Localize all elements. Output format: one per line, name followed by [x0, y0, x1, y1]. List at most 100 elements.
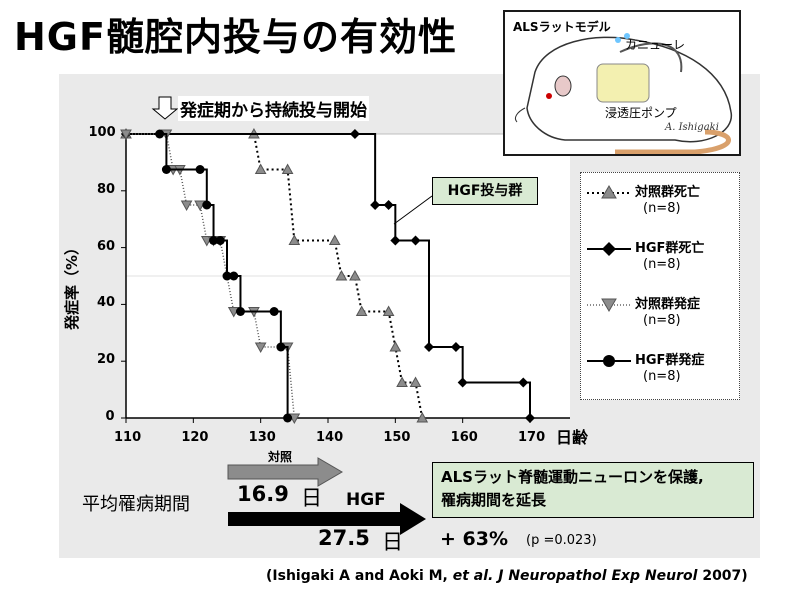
hgf-duration-unit: 日 — [382, 530, 403, 554]
cannula-label: カニューレ — [625, 38, 686, 52]
data-point — [396, 376, 408, 387]
effect-summary-box: ALSラット脊髄運動ニューロンを保護, 罹病期間を延長 — [432, 462, 754, 518]
y-tick-label: 40 — [97, 295, 116, 311]
data-point — [276, 342, 286, 352]
y-tick-label: 0 — [105, 409, 115, 424]
data-point — [416, 411, 429, 423]
x-tick-label: 160 — [450, 430, 478, 445]
data-point — [410, 235, 421, 246]
y-tick-label: 80 — [97, 181, 116, 197]
data-point — [215, 236, 225, 245]
rat-drawing — [514, 33, 732, 154]
data-point — [382, 305, 395, 316]
legend-marker-control-onset — [587, 298, 631, 312]
improvement-value: + 63% — [440, 528, 509, 550]
data-point — [202, 200, 212, 210]
hgf-caption: HGF — [346, 490, 386, 510]
data-point — [349, 129, 360, 139]
control-caption: 対照 — [268, 450, 293, 464]
legend-label: HGF群死亡 — [635, 241, 705, 256]
data-point — [525, 413, 535, 423]
hgf-arrow — [228, 503, 426, 535]
legend-count: (n=8) — [643, 201, 681, 216]
illustrator-signature: A. Ishigaki — [665, 122, 719, 133]
data-point — [269, 307, 279, 316]
citation: (Ishigaki A and Aoki M, et al. J Neuropa… — [266, 568, 748, 584]
chart-legend: 対照群死亡 (n=8) HGF群死亡 (n=8) 対照群発症 (n=8) HGF… — [580, 172, 740, 400]
y-tick-label: 20 — [97, 352, 116, 368]
data-point — [254, 342, 267, 354]
data-point — [254, 163, 267, 174]
legend-count: (n=8) — [643, 369, 681, 384]
data-point — [161, 165, 171, 174]
data-point — [288, 234, 301, 245]
data-point — [457, 377, 468, 388]
data-point — [222, 271, 232, 281]
control-duration-unit: 日 — [301, 486, 322, 510]
data-point — [281, 163, 294, 174]
control-arrow — [227, 457, 343, 487]
data-point — [383, 200, 394, 210]
effect-line-1: ALSラット脊髄運動ニューロンを保護, — [441, 468, 704, 486]
citation-journal: et al. J Neuropathol Exp Neurol — [452, 568, 698, 584]
data-point — [389, 340, 402, 352]
rat-model-label: ALSラットモデル — [513, 20, 611, 34]
legend-label: 対照群発症 — [635, 297, 701, 312]
hgf-group-callout: HGF投与群 — [432, 177, 538, 205]
legend-item-hgf-onset: HGF群発症 (n=8) — [581, 345, 741, 395]
series-line-hgf-death — [126, 133, 531, 418]
effect-line-2: 罹病期間を延長 — [441, 491, 547, 509]
series-hgf-onset — [155, 129, 293, 423]
x-tick-label: 140 — [316, 430, 344, 445]
legend-marker-control-death — [587, 185, 631, 199]
y-tick-label: 60 — [97, 238, 116, 254]
x-tick-label: 130 — [248, 430, 276, 445]
onset-arrow — [151, 96, 179, 120]
legend-count: (n=8) — [643, 313, 681, 328]
data-point — [450, 342, 461, 352]
data-point — [155, 129, 165, 139]
legend-item-control-death: 対照群死亡 (n=8) — [581, 177, 741, 227]
mean-duration-label: 平均罹病期間 — [82, 494, 190, 515]
data-point — [335, 269, 348, 281]
citation-year: 2007) — [697, 568, 748, 584]
data-point — [370, 200, 381, 210]
x-tick-label: 150 — [383, 430, 411, 445]
data-point — [390, 235, 401, 246]
callout-pointer — [393, 195, 433, 225]
legend-count: (n=8) — [643, 257, 681, 272]
data-point — [120, 129, 132, 141]
legend-marker-hgf-death — [587, 242, 631, 256]
rat-model-illustration: ALSラットモデル カニューレ 浸透圧ポンプ A. Ishigaki — [503, 10, 741, 156]
y-tick-label: 100 — [88, 125, 116, 140]
legend-label: 対照群死亡 — [635, 185, 701, 200]
data-point — [180, 200, 193, 212]
legend-item-hgf-death: HGF群死亡 (n=8) — [581, 233, 741, 283]
legend-item-control-onset: 対照群発症 (n=8) — [581, 289, 741, 339]
onset-start-label: 発症期から持続投与開始 — [178, 96, 369, 121]
page-title: HGF髄腔内投与の有効性 — [14, 15, 457, 59]
legend-marker-hgf-onset — [587, 355, 631, 367]
p-value: (p =0.023) — [526, 533, 597, 548]
data-point — [195, 165, 205, 174]
x-tick-label: 120 — [181, 430, 209, 445]
data-point — [355, 305, 368, 316]
data-point — [235, 307, 245, 316]
x-tick-label: 110 — [114, 430, 142, 445]
data-point — [349, 269, 361, 281]
citation-authors: (Ishigaki A and Aoki M, — [266, 568, 453, 584]
legend-label: HGF群発症 — [635, 353, 705, 368]
series-line-control-death — [126, 133, 424, 419]
x-axis-label: 日齢 — [556, 428, 589, 447]
data-point — [229, 271, 239, 281]
osmotic-pump-label: 浸透圧ポンプ — [605, 106, 677, 120]
hgf-duration-value: 27.5 — [318, 526, 370, 550]
data-point — [209, 236, 219, 245]
data-point — [328, 234, 341, 245]
data-point — [283, 413, 293, 423]
x-tick-label: 170 — [518, 430, 546, 445]
control-duration-value: 16.9 — [237, 482, 289, 506]
data-point — [518, 377, 529, 388]
